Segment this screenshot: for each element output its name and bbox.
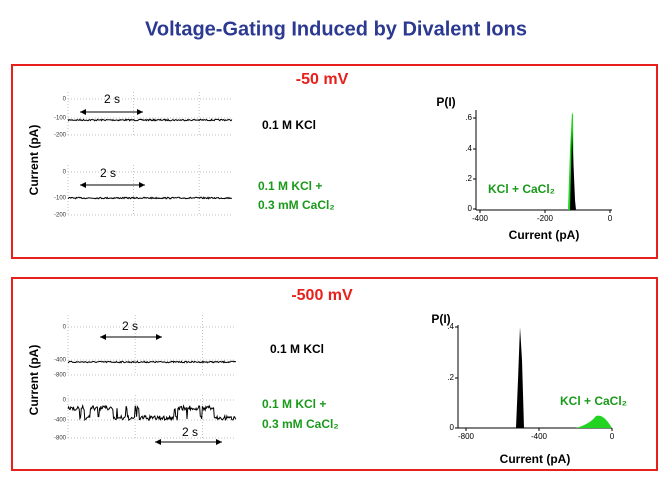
y-axis-label: Current (pA) (27, 125, 41, 196)
condition-label: 0.1 M KCl (270, 342, 324, 356)
panel-frame (11, 64, 658, 259)
panel-frame (11, 277, 658, 471)
x-axis-label: Current (pA) (509, 228, 580, 242)
tick-label: 0 (468, 204, 473, 213)
histogram-peak (576, 415, 612, 428)
tick-label: -400 (54, 358, 67, 364)
tick-label: .4 (465, 144, 472, 153)
time-scale-label: 2 s (100, 166, 116, 180)
condition-label: 0.1 M KCl + (262, 397, 326, 411)
current-trace (67, 403, 237, 422)
tick-label: -200 (537, 214, 554, 223)
condition-label: 0.1 M KCl (262, 118, 316, 132)
x-axis-label: Current (pA) (500, 452, 571, 466)
voltage-label: -500 mV (291, 287, 353, 304)
tick-label: -200 (54, 213, 67, 219)
tick-label: 0 (63, 325, 67, 331)
time-scale-label: 2 s (182, 425, 198, 439)
y-axis-label: Current (pA) (27, 345, 41, 416)
histogram-peak (516, 327, 524, 428)
tick-label: -200 (54, 133, 67, 139)
current-trace (67, 360, 237, 364)
time-scale-label: 2 s (104, 92, 120, 106)
tick-label: -800 (54, 436, 67, 442)
tick-label: 0 (63, 97, 67, 103)
y-axis-label: P(I) (431, 312, 450, 326)
tick-label: .2 (465, 174, 472, 183)
voltage-label: -50 mV (296, 71, 349, 88)
tick-label: -800 (458, 432, 475, 441)
legend-label: KCl + CaCl₂ (560, 394, 627, 408)
current-trace (67, 196, 233, 200)
tick-label: -800 (54, 373, 67, 379)
condition-label: 0.1 M KCl + (258, 179, 322, 193)
tick-label: 0 (63, 170, 67, 176)
tick-label: -400 (531, 432, 548, 441)
slide-title: Voltage-Gating Induced by Divalent Ions (145, 18, 527, 40)
tick-label: 0 (610, 432, 615, 441)
tick-label: 0 (63, 398, 67, 404)
tick-label: -100 (54, 116, 67, 122)
tick-label: -400 (472, 214, 489, 223)
tick-label: .4 (447, 322, 454, 331)
condition-label: 0.3 mM CaCl₂ (262, 417, 339, 431)
time-scale-label: 2 s (122, 319, 138, 333)
tick-label: .2 (447, 373, 454, 382)
tick-label: .6 (465, 113, 472, 122)
y-axis-label: P(I) (436, 95, 455, 109)
histogram-peak (570, 130, 576, 210)
current-trace (67, 118, 233, 122)
tick-label: 0 (608, 214, 613, 223)
tick-label: -400 (54, 418, 67, 424)
condition-label: 0.3 mM CaCl₂ (258, 198, 335, 212)
tick-label: 0 (450, 423, 455, 432)
tick-label: -100 (54, 196, 67, 202)
legend-label: KCl + CaCl₂ (488, 182, 555, 196)
